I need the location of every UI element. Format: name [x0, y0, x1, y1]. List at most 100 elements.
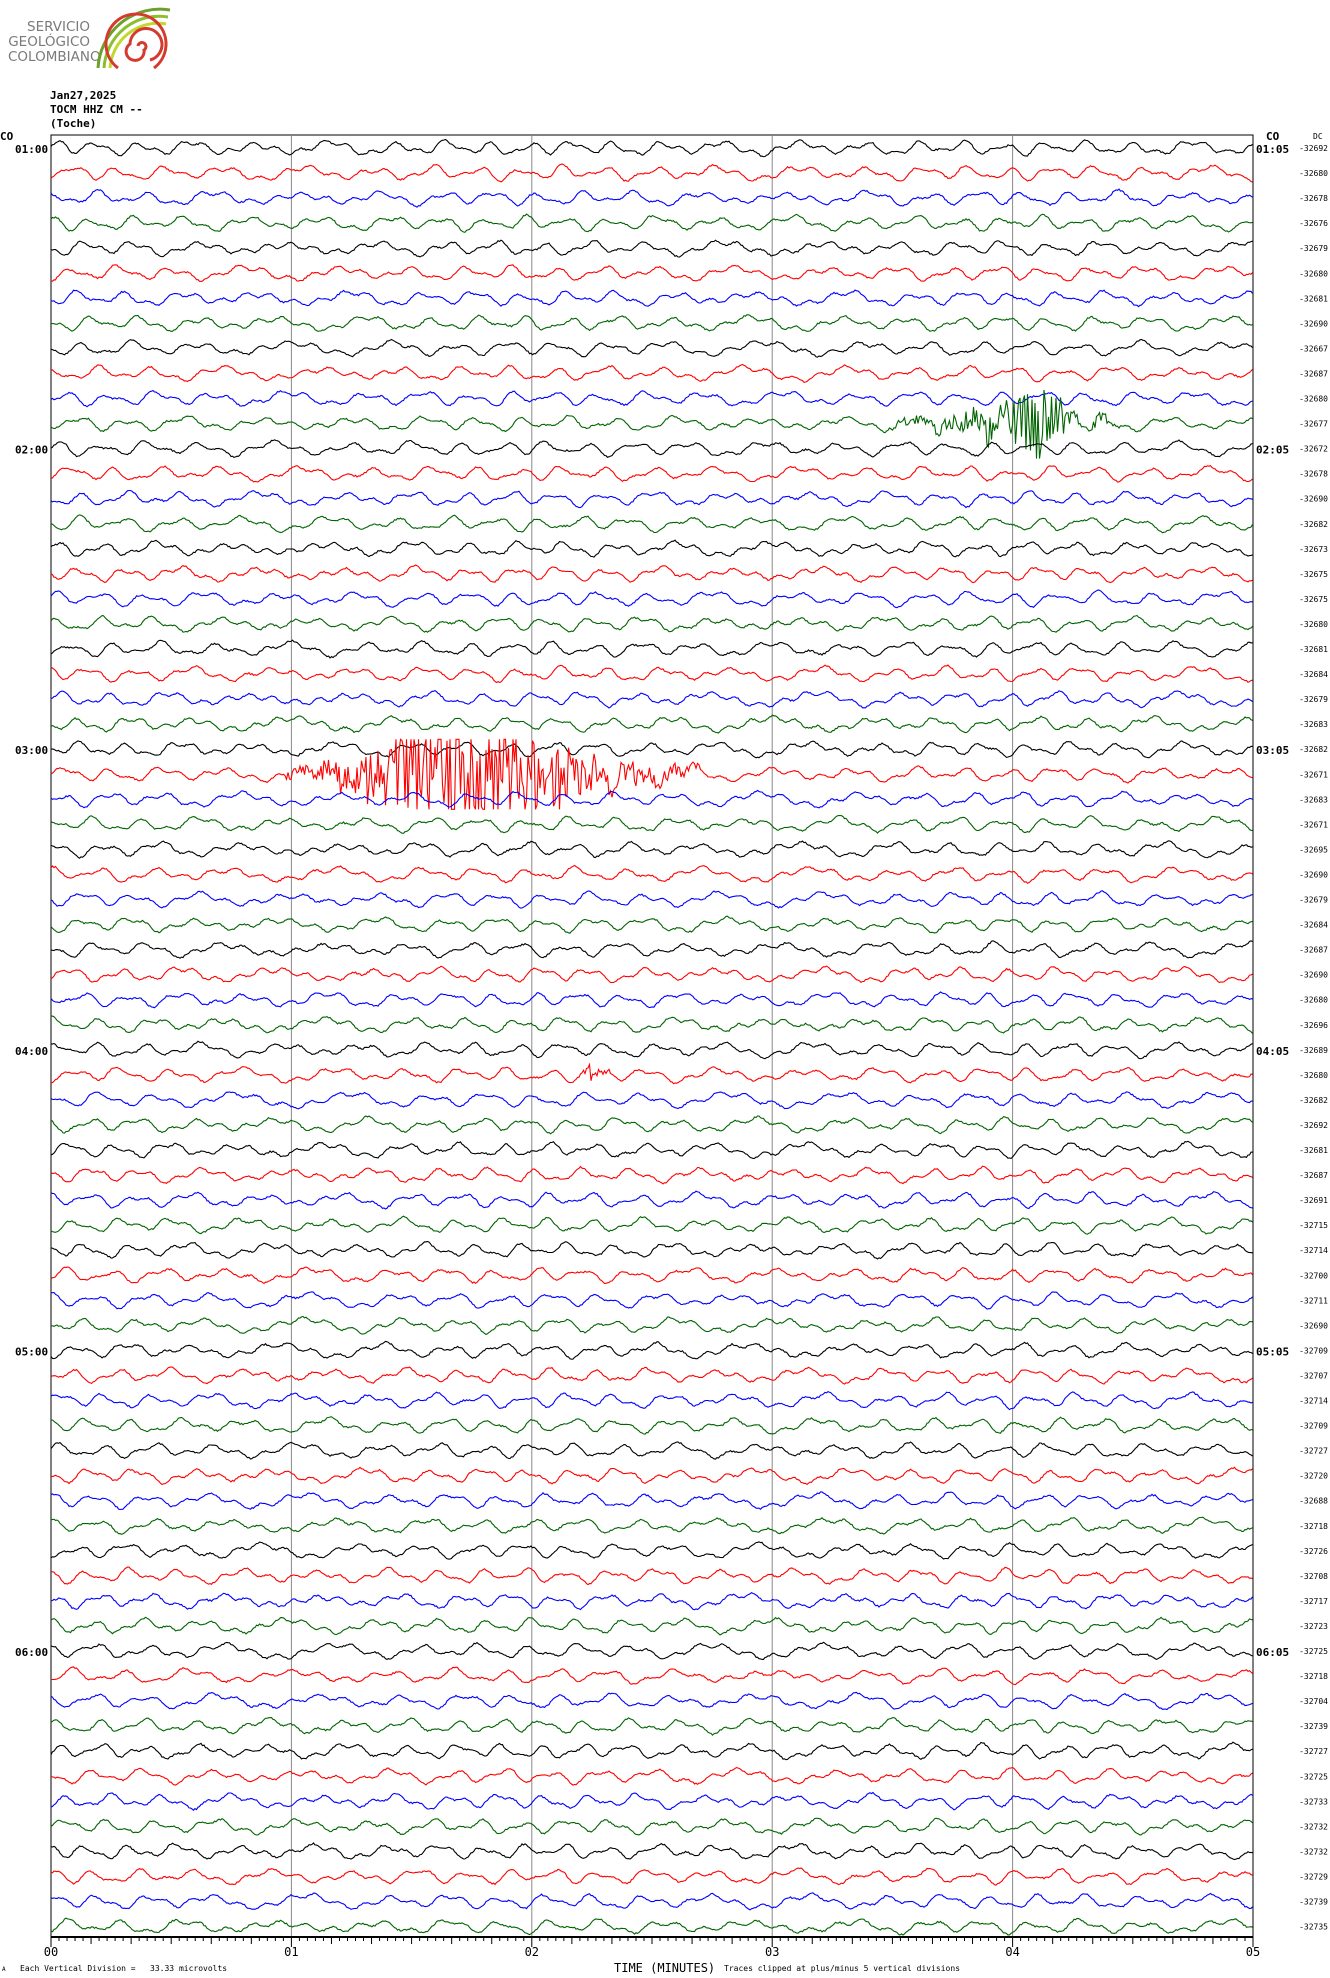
dc-value: -32667 [1299, 344, 1328, 353]
trace-line [50, 1366, 1253, 1385]
dc-value: -32690 [1299, 971, 1328, 980]
trace-line [51, 1015, 1253, 1034]
trace-line [50, 1616, 1253, 1636]
left-time-label: 01:00 [15, 143, 48, 156]
dc-value: -32720 [1299, 1472, 1328, 1481]
trace-line [51, 1315, 1253, 1336]
dc-value: -32671 [1299, 770, 1328, 779]
right-time-label: 05:05 [1256, 1345, 1289, 1358]
trace-line [50, 864, 1253, 884]
trace-line [50, 1416, 1253, 1435]
trace-line [51, 1466, 1253, 1486]
dc-value: -32676 [1299, 219, 1328, 228]
logo-arcs [96, 7, 171, 70]
trace-line [50, 664, 1253, 684]
dc-value: -32711 [1299, 1296, 1328, 1305]
network-label-right: CO [1266, 130, 1280, 143]
trace-line [50, 389, 1253, 459]
dc-value: -32725 [1299, 1647, 1328, 1656]
dc-value: -32680 [1299, 996, 1328, 1005]
dc-value: -32715 [1299, 1221, 1328, 1230]
dc-value: -32735 [1299, 1923, 1328, 1932]
right-time-label: 02:05 [1256, 444, 1289, 457]
trace-line [50, 188, 1253, 208]
dc-value: -32695 [1299, 845, 1328, 854]
trace-line [50, 1240, 1253, 1260]
trace-line [50, 389, 1253, 408]
dc-value: -32671 [1299, 820, 1328, 829]
dc-value: -32680 [1299, 620, 1328, 629]
dc-value: -32687 [1299, 369, 1328, 378]
dc-value: -32682 [1299, 1096, 1328, 1105]
dc-value: -32718 [1299, 1522, 1328, 1531]
x-tick-label: 00 [44, 1945, 58, 1959]
dc-value: -32680 [1299, 269, 1328, 278]
dc-value: -32680 [1299, 1071, 1328, 1080]
dc-value: -32690 [1299, 870, 1328, 879]
trace-line [50, 915, 1253, 934]
dc-value: -32707 [1299, 1371, 1328, 1380]
dc-value: -32689 [1299, 1046, 1328, 1055]
dc-value: -32681 [1299, 294, 1328, 303]
trace-line [50, 1641, 1253, 1661]
dc-value: -32680 [1299, 395, 1328, 404]
trace-line [50, 639, 1253, 659]
trace-line [50, 1190, 1253, 1210]
trace-line [50, 1390, 1253, 1411]
trace-line [50, 740, 1253, 759]
trace-line [50, 163, 1253, 183]
trace-line [50, 1165, 1253, 1185]
channel-label: TOCM HHZ CM -- [50, 103, 143, 116]
left-time-label: 05:00 [15, 1345, 48, 1358]
station-label: (Toche) [50, 117, 97, 130]
trace-line [50, 1917, 1253, 1936]
dc-value: -32733 [1299, 1797, 1328, 1806]
trace-line [50, 1566, 1253, 1586]
dc-value: -32700 [1299, 1271, 1328, 1280]
dc-value: -32683 [1299, 795, 1328, 804]
trace-line [50, 439, 1253, 459]
dc-value: -32679 [1299, 896, 1328, 905]
dc-value: -32727 [1299, 1747, 1328, 1756]
dc-value: -32673 [1299, 545, 1328, 554]
x-tick-label: 01 [284, 1945, 298, 1959]
logo-text: SERVICIO GEOLÓGICO COLOMBIANO [8, 19, 101, 65]
trace-line [50, 489, 1253, 509]
trace-line [50, 514, 1253, 534]
dc-value: -32679 [1299, 244, 1328, 253]
trace-line [51, 464, 1253, 483]
dc-value: -32709 [1299, 1422, 1328, 1431]
scale-note: Each Vertical Division = 33.33 microvolt… [20, 1964, 228, 1973]
trace-line [50, 239, 1253, 258]
left-time-label: 04:00 [15, 1045, 48, 1058]
trace-line [50, 965, 1253, 984]
dc-value: -32683 [1299, 720, 1328, 729]
trace-line [50, 138, 1253, 158]
dc-value: -32729 [1299, 1872, 1328, 1881]
trace-line [50, 1291, 1253, 1310]
trace-line [50, 1215, 1253, 1235]
right-time-label: 03:05 [1256, 744, 1289, 757]
trace-line [50, 940, 1253, 959]
trace-line [50, 1140, 1253, 1160]
dc-value: -32675 [1299, 570, 1328, 579]
trace-line [50, 1266, 1253, 1285]
x-tick-label: 03 [765, 1945, 779, 1959]
trace-line [50, 1040, 1253, 1060]
dc-value: -32690 [1299, 1321, 1328, 1330]
right-time-label: 04:05 [1256, 1045, 1289, 1058]
left-time-label: 03:00 [15, 744, 48, 757]
dc-value: -32690 [1299, 495, 1328, 504]
dc-value: -32687 [1299, 1171, 1328, 1180]
dc-value: -32739 [1299, 1722, 1328, 1731]
trace-line [50, 539, 1253, 558]
x-axis-label: TIME (MINUTES) [614, 1961, 716, 1975]
x-tick-label: 05 [1246, 1945, 1260, 1959]
dc-value: -32681 [1299, 645, 1328, 654]
dc-value: -32690 [1299, 319, 1328, 328]
plot-frame [50, 134, 1254, 1938]
trace-line [50, 314, 1253, 332]
logo-line: SERVICIO [27, 19, 90, 35]
trace-line [50, 991, 1253, 1009]
trace-line [50, 1791, 1253, 1811]
